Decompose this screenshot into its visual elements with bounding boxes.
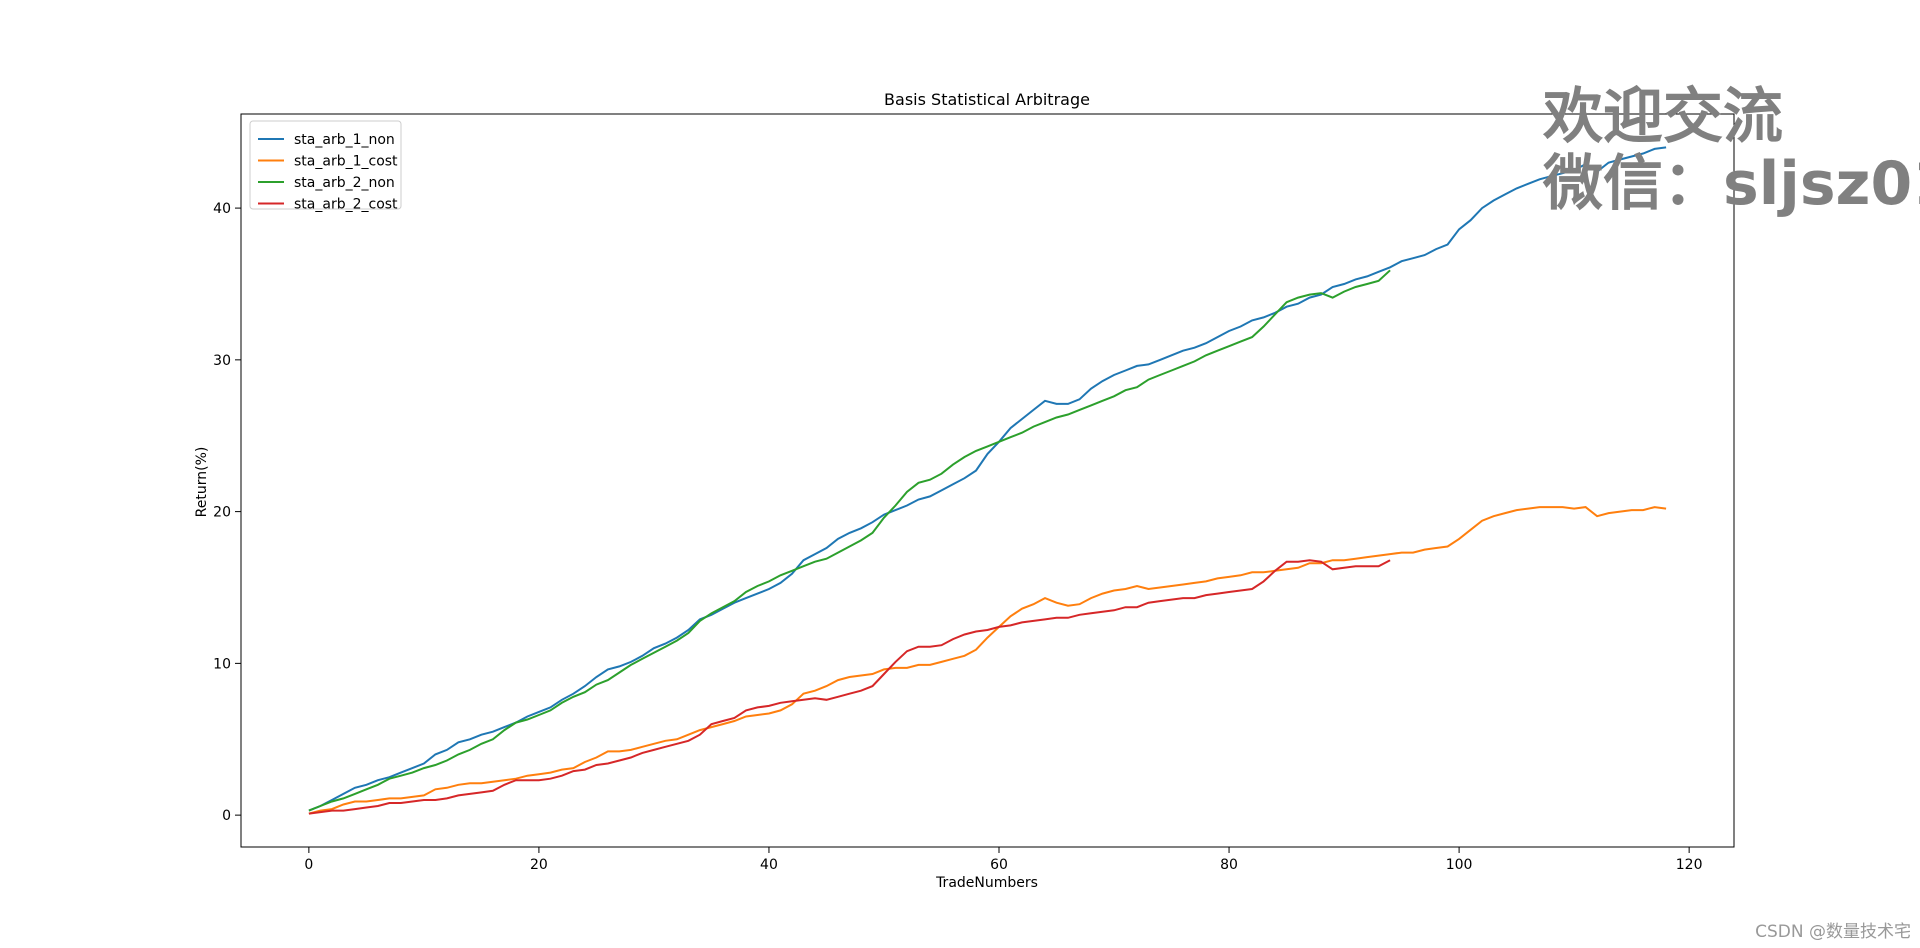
- y-tick-label: 30: [213, 353, 231, 369]
- x-tick-label: 40: [760, 857, 778, 873]
- x-tick-label: 120: [1676, 857, 1703, 873]
- watermark: 微信：sljsz01: [1542, 149, 1920, 219]
- x-tick-label: 0: [304, 857, 313, 873]
- x-tick-label: 80: [1220, 857, 1238, 873]
- legend-box: [249, 120, 402, 210]
- y-tick-label: 10: [213, 656, 231, 672]
- x-tick-label: 20: [530, 857, 548, 873]
- series-line: [308, 269, 1391, 812]
- legend-label: sta_arb_1_cost: [294, 154, 398, 170]
- y-tick-label: 20: [213, 505, 231, 521]
- series-line: [308, 506, 1667, 815]
- legend-label: sta_arb_2_non: [294, 175, 395, 191]
- source-credit: CSDN @数量技术宅: [1755, 922, 1911, 942]
- y-tick-label: 0: [222, 808, 231, 824]
- legend-label: sta_arb_2_cost: [294, 197, 398, 213]
- x-tick-label: 100: [1446, 857, 1473, 873]
- series-line: [308, 559, 1391, 815]
- legend-label: sta_arb_1_non: [294, 132, 395, 148]
- y-axis-label: Return(%): [194, 447, 210, 518]
- y-tick-label: 40: [213, 201, 231, 217]
- watermark: 欢迎交流: [1542, 82, 1783, 152]
- chart-title: Basis Statistical Arbitrage: [884, 90, 1090, 109]
- x-tick-label: 60: [990, 857, 1008, 873]
- plot-frame: [240, 113, 1735, 848]
- x-axis-label: TradeNumbers: [935, 875, 1038, 891]
- series-line: [308, 146, 1667, 812]
